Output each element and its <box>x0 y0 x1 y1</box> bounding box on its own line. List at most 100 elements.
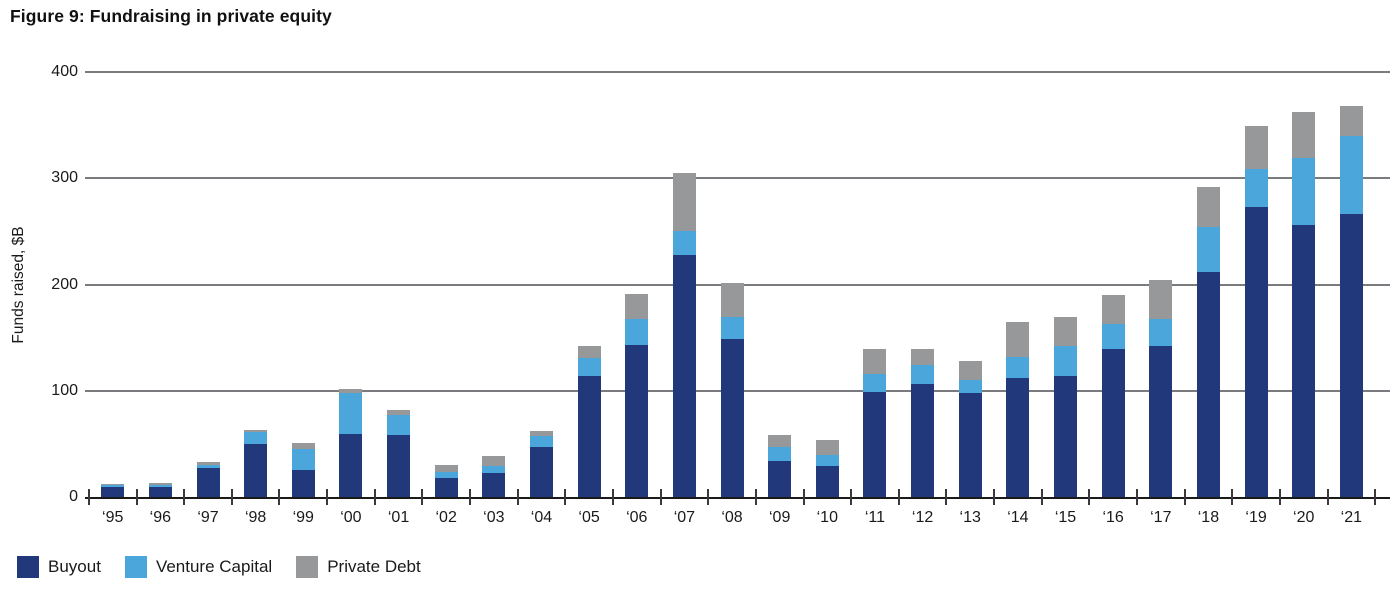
bar-07-buyout <box>672 254 696 497</box>
bar-21-private-debt <box>1339 106 1363 136</box>
bar-01-buyout <box>387 435 411 497</box>
bar-17-buyout <box>1149 346 1173 497</box>
bar-98-buyout <box>244 443 268 497</box>
x-axis-tick <box>611 489 614 505</box>
legend-swatch-buyout <box>17 556 39 578</box>
bar-17-private-debt <box>1149 280 1173 319</box>
bar-97-venture-capital <box>196 465 220 469</box>
x-tick-label-20: ‘20 <box>1293 509 1315 526</box>
bar-96-venture-capital <box>148 485 172 488</box>
x-axis-tick <box>1183 489 1186 505</box>
x-tick-label-96: ‘96 <box>149 509 172 526</box>
bar-14-buyout <box>1006 378 1030 497</box>
x-tick-label-11: ‘11 <box>864 509 886 526</box>
bar-18-venture-capital <box>1196 227 1220 272</box>
x-axis-tick <box>1040 489 1043 505</box>
bar-17-venture-capital <box>1149 318 1173 347</box>
bar-05-private-debt <box>577 346 601 358</box>
bar-97-buyout <box>196 468 220 497</box>
legend-label-private-debt: Private Debt <box>327 557 421 576</box>
bar-07-venture-capital <box>672 231 696 255</box>
legend-swatch-private-debt <box>296 556 319 578</box>
x-axis-tick <box>1374 489 1377 505</box>
bar-96-buyout <box>148 487 172 497</box>
x-axis-tick <box>754 489 757 505</box>
x-axis-tick <box>659 489 662 505</box>
bar-06-private-debt <box>625 294 649 319</box>
x-tick-label-16: ‘16 <box>1102 509 1124 526</box>
bar-16-private-debt <box>1101 295 1125 324</box>
y-tick-label-400: 400 <box>51 63 78 80</box>
bar-04-private-debt <box>529 431 553 437</box>
bar-05-venture-capital <box>577 357 601 376</box>
gridline-300 <box>85 177 1390 180</box>
bar-11-private-debt <box>863 349 887 374</box>
bar-04-venture-capital <box>529 436 553 448</box>
bar-05-buyout <box>577 375 601 497</box>
bar-06-buyout <box>625 345 649 497</box>
x-tick-label-98: ‘98 <box>244 509 267 526</box>
gridline-400 <box>85 71 1390 73</box>
x-tick-label-14: ‘14 <box>1007 509 1029 526</box>
bar-14-private-debt <box>1006 321 1030 357</box>
bar-10-private-debt <box>815 439 839 455</box>
bar-00-buyout <box>339 434 363 497</box>
legend-label-buyout: Buyout <box>48 557 101 576</box>
bar-13-venture-capital <box>958 380 982 393</box>
bar-98-private-debt <box>244 430 268 433</box>
y-tick-label-100: 100 <box>51 381 78 399</box>
x-tick-label-09: ‘09 <box>768 509 791 526</box>
x-axis-tick <box>87 489 90 505</box>
x-axis-tick <box>993 489 996 505</box>
bar-01-private-debt <box>387 409 411 416</box>
legend-item-buyout: Buyout <box>17 556 101 578</box>
x-tick-label-05: ‘05 <box>578 509 600 526</box>
y-tick-label-0: 0 <box>69 488 78 505</box>
x-axis-tick <box>850 489 853 505</box>
x-axis-tick <box>469 489 472 505</box>
bar-12-venture-capital <box>911 365 935 385</box>
bar-19-venture-capital <box>1244 168 1268 207</box>
bar-08-private-debt <box>720 283 744 318</box>
bar-03-buyout <box>482 472 506 497</box>
bar-14-venture-capital <box>1006 356 1030 378</box>
x-axis-tick <box>564 489 567 505</box>
bar-99-buyout <box>291 470 315 497</box>
x-tick-label-01: ‘01 <box>387 509 410 526</box>
legend-item-private-debt: Private Debt <box>296 556 421 578</box>
legend: Buyout Venture Capital Private Debt <box>17 556 421 578</box>
x-tick-label-15: ‘15 <box>1054 509 1077 526</box>
bar-10-venture-capital <box>815 454 839 467</box>
bar-96-private-debt <box>148 483 172 486</box>
x-axis-tick <box>1088 489 1091 505</box>
bar-13-buyout <box>958 392 982 497</box>
bar-16-venture-capital <box>1101 323 1125 350</box>
x-tick-label-03: ‘03 <box>483 509 505 526</box>
bar-00-private-debt <box>339 388 363 393</box>
x-tick-label-13: ‘13 <box>959 509 981 526</box>
x-tick-label-10: ‘10 <box>816 509 838 526</box>
x-axis-tick <box>373 489 376 505</box>
x-tick-label-02: ‘02 <box>435 509 457 526</box>
legend-swatch-venture-capital <box>124 556 147 578</box>
bar-20-private-debt <box>1292 112 1316 159</box>
x-axis-tick <box>326 489 329 505</box>
bar-04-buyout <box>529 447 553 497</box>
bar-09-private-debt <box>768 435 792 448</box>
x-axis-tick <box>1326 489 1329 505</box>
x-tick-label-06: ‘06 <box>626 509 648 526</box>
x-axis-tick <box>1231 489 1234 505</box>
bar-07-private-debt <box>672 172 696 232</box>
x-axis-line <box>85 496 1390 499</box>
x-axis-tick <box>135 489 138 505</box>
bar-99-venture-capital <box>291 449 315 471</box>
x-tick-label-17: ‘17 <box>1150 509 1172 526</box>
bar-11-venture-capital <box>863 373 887 392</box>
x-axis-tick <box>1278 489 1281 505</box>
x-tick-label-99: ‘99 <box>292 509 314 526</box>
bar-20-buyout <box>1292 225 1316 497</box>
x-tick-label-19: ‘19 <box>1245 509 1267 526</box>
x-axis-tick <box>230 489 233 505</box>
y-tick-label-300: 300 <box>51 169 78 187</box>
